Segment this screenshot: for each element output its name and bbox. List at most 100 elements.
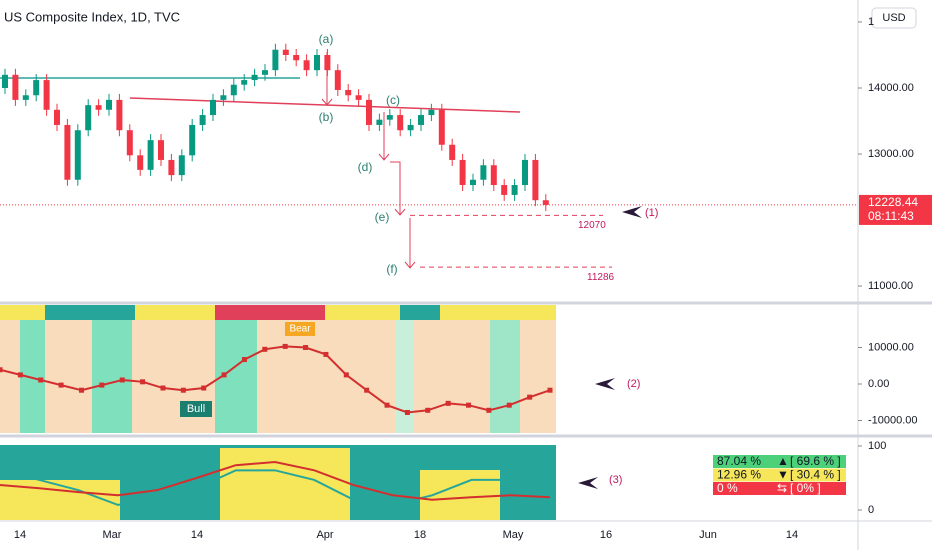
pointer xyxy=(595,378,615,390)
candle xyxy=(480,165,487,180)
candle xyxy=(522,159,528,186)
annotation: (f) xyxy=(386,262,397,276)
series-marker xyxy=(160,385,166,391)
candle xyxy=(334,70,341,90)
candle xyxy=(418,115,424,125)
candle xyxy=(64,124,71,180)
candle xyxy=(501,185,508,195)
y-tick-label: 1 xyxy=(868,16,874,28)
annotation: (3) xyxy=(609,474,622,486)
candle xyxy=(397,115,404,131)
candle xyxy=(449,144,456,160)
candle xyxy=(490,165,497,186)
series-marker xyxy=(262,346,268,352)
stats-cell: [ 30.4 % ] xyxy=(790,468,841,482)
candle xyxy=(532,159,539,201)
annotation: (a) xyxy=(319,32,334,46)
series-marker xyxy=(38,377,44,383)
series-marker xyxy=(99,382,105,388)
series-marker xyxy=(404,409,410,415)
candle xyxy=(199,115,206,125)
currency[interactable]: USD xyxy=(882,12,905,24)
candle xyxy=(189,124,196,156)
candle xyxy=(282,49,289,55)
series-line xyxy=(0,345,551,414)
candle xyxy=(470,179,476,186)
candle xyxy=(54,109,60,125)
stats-cell: [ 0% ] xyxy=(790,481,821,495)
candle xyxy=(438,109,445,145)
stats-row xyxy=(713,468,846,482)
x-tick-label: Jun xyxy=(699,529,717,541)
y-tick-label: 14000.00 xyxy=(868,82,914,94)
candle xyxy=(345,89,352,96)
series-marker xyxy=(201,385,207,391)
candle xyxy=(2,74,8,88)
series-marker xyxy=(180,387,186,393)
pane2-bg xyxy=(0,320,556,433)
candle xyxy=(324,54,331,71)
stats-cell: 0 % xyxy=(717,481,738,495)
stats-cell: ▲ xyxy=(777,454,789,468)
bear-tag xyxy=(285,322,315,336)
candle xyxy=(74,130,81,180)
series-marker xyxy=(241,357,247,363)
countdown: 08:11:43 xyxy=(868,209,914,223)
y-tick-label: -10000.00 xyxy=(868,414,918,426)
last-price: 12228.44 xyxy=(868,195,918,209)
candle xyxy=(376,119,383,125)
currency-button[interactable] xyxy=(871,7,917,29)
annotation: (1) xyxy=(645,207,658,219)
trend-line xyxy=(129,97,521,113)
candle xyxy=(95,105,102,110)
stats-cell: 87.04 % xyxy=(717,454,761,468)
annotation: (c) xyxy=(386,93,400,107)
stats-cell: [ 69.6 % ] xyxy=(790,454,841,468)
series-marker xyxy=(119,377,125,383)
series-marker xyxy=(384,402,390,408)
x-tick-label: Mar xyxy=(103,529,122,541)
stats-cell: 12.96 % xyxy=(717,468,761,482)
state-strip xyxy=(400,305,440,320)
candle xyxy=(116,99,123,131)
series-marker xyxy=(547,387,553,393)
bull-label: Bull xyxy=(187,403,205,415)
candle xyxy=(407,124,414,131)
stats-cell: ▼ xyxy=(777,468,789,482)
series-marker xyxy=(58,382,64,388)
bull-tag xyxy=(180,401,212,417)
candle xyxy=(251,74,258,81)
candle xyxy=(43,80,50,110)
state-strip xyxy=(215,305,325,320)
candle xyxy=(272,49,279,71)
candle xyxy=(230,84,237,96)
annotation: (2) xyxy=(627,378,640,390)
state-strip xyxy=(45,305,135,320)
candle xyxy=(147,140,154,170)
series-marker xyxy=(0,367,3,373)
stats-cell: ⇆ xyxy=(777,481,787,495)
candle xyxy=(22,95,29,100)
series-marker xyxy=(445,400,451,406)
series-marker xyxy=(282,343,288,349)
series-marker xyxy=(140,379,146,385)
pointer xyxy=(578,477,598,489)
candle xyxy=(386,115,393,120)
candle xyxy=(293,54,300,61)
annotation: (e) xyxy=(375,210,390,224)
series-marker xyxy=(323,351,329,357)
series-marker xyxy=(466,402,472,408)
series-marker xyxy=(527,394,533,400)
candle xyxy=(241,80,248,85)
y-tick-label: 0 xyxy=(868,504,874,516)
x-tick-label: Apr xyxy=(316,529,333,541)
series-marker xyxy=(425,407,431,413)
candle xyxy=(168,159,175,176)
candle xyxy=(158,140,164,160)
band xyxy=(92,320,132,433)
candle xyxy=(511,185,518,195)
y-tick-label: 11000.00 xyxy=(868,280,913,292)
candle xyxy=(314,54,320,71)
candle xyxy=(137,155,144,170)
last-price-tag xyxy=(859,194,932,225)
